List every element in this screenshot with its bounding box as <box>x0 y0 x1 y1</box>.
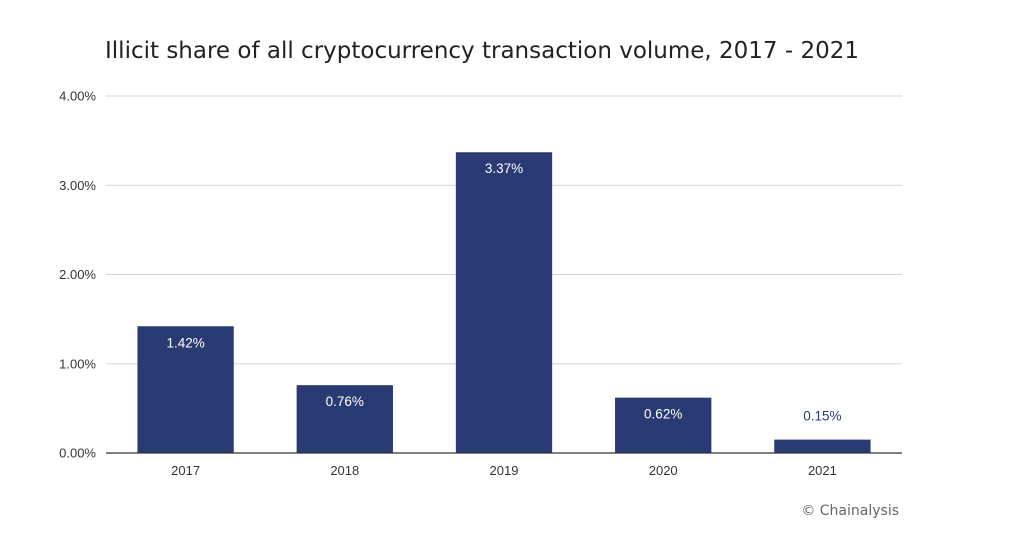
y-axis: 0.00% 1.00% 2.00% 3.00% 4.00% <box>59 89 96 461</box>
y-tick-label: 4.00% <box>59 89 96 104</box>
source-credit: © Chainalysis <box>801 503 899 519</box>
bar-2020 <box>615 397 712 453</box>
y-tick-label: 2.00% <box>59 267 96 282</box>
y-tick-label: 1.00% <box>59 356 96 371</box>
y-tick-label: 0.00% <box>59 446 96 461</box>
data-label-2017: 1.42% <box>166 335 204 350</box>
data-label-2019: 3.37% <box>485 161 523 176</box>
x-tick-label: 2017 <box>171 463 200 478</box>
chart-title: Illicit share of all cryptocurrency tran… <box>105 38 860 64</box>
data-label-2018: 0.76% <box>326 394 364 409</box>
x-tick-label: 2019 <box>490 463 519 478</box>
x-tick-label: 2021 <box>808 463 837 478</box>
data-label-2021: 0.15% <box>803 409 841 424</box>
x-tick-label: 2020 <box>649 463 678 478</box>
bar-2017 <box>137 326 234 453</box>
bar-2019 <box>455 152 553 454</box>
x-tick-label: 2018 <box>330 463 359 478</box>
bars: 1.42% 0.76% 3.37% 0.62% 0.15% <box>137 152 871 454</box>
x-axis: 2017 2018 2019 2020 2021 <box>106 452 902 478</box>
bar-2018 <box>296 385 393 453</box>
bar-2021 <box>774 439 871 453</box>
data-label-2020: 0.62% <box>644 407 682 422</box>
y-tick-label: 3.00% <box>59 178 96 193</box>
